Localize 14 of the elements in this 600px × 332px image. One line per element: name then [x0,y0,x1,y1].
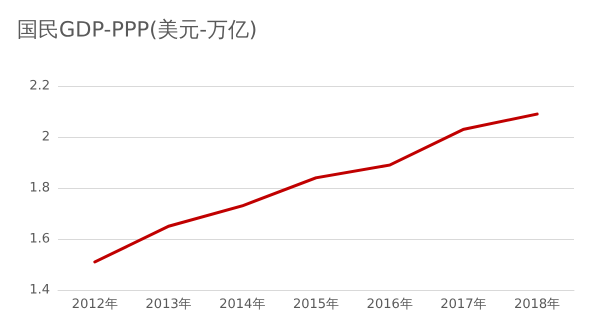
x-tick-label: 2018年 [514,297,560,312]
x-tick-label: 2016年 [366,297,413,312]
x-tick-label: 2017年 [440,297,486,312]
x-tick-label: 2015年 [292,297,340,312]
line-series [93,112,539,264]
y-tick-label: 1.6 [29,232,50,246]
x-tick-label: 2014年 [219,297,266,312]
chart-title: 国民GDP-PPP(美元-万亿) [17,18,258,42]
y-tick-label: 2 [42,130,50,144]
y-tick-label: 1.8 [29,180,50,196]
y-tick-label: 2.2 [29,78,50,94]
x-tick-label: 2012年 [72,297,118,312]
y-tick-label: 1.4 [29,282,50,298]
x-tick-label: 2013年 [146,297,192,312]
